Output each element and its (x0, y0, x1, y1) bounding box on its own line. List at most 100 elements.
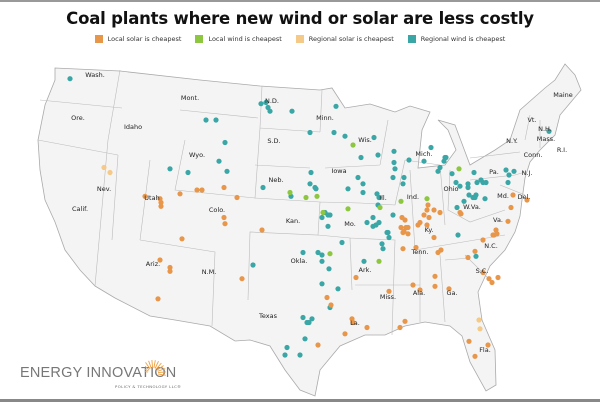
state-label: Ind. (406, 193, 420, 201)
coal-plant-marker (465, 181, 471, 187)
coal-plant-marker (375, 152, 381, 158)
coal-plant-marker (297, 352, 303, 358)
state-label: Neb. (268, 176, 284, 184)
state-label: N.Y. (506, 137, 518, 145)
coal-plant-marker (342, 133, 348, 139)
coal-plant-marker (493, 227, 499, 233)
coal-plant-marker (308, 169, 314, 176)
legend-label: Regional solar is cheapest (308, 35, 394, 43)
state-label: Mass. (536, 135, 556, 143)
coal-plant-marker (260, 184, 266, 191)
coal-plant-marker (432, 283, 438, 289)
coal-plant-marker (358, 154, 364, 161)
coal-plant-marker (486, 276, 492, 282)
coal-plant-marker (282, 352, 288, 358)
legend-label: Local solar is cheapest (107, 35, 182, 43)
coal-plant-marker (421, 158, 427, 164)
coal-plant-marker (417, 219, 423, 226)
coal-plant-marker (258, 101, 264, 107)
coal-plant-marker (477, 326, 483, 332)
coal-plant-marker (401, 228, 407, 234)
coal-plant-marker (402, 318, 408, 324)
coal-plant-marker (185, 169, 191, 176)
coal-plant-marker (472, 194, 478, 201)
coal-plant-marker (101, 164, 107, 171)
state-label: N.M. (201, 268, 217, 276)
legend-swatch (295, 35, 304, 43)
legend-item: Regional solar is cheapest (295, 35, 394, 43)
coal-plant-marker (503, 167, 509, 173)
coal-plant-marker (402, 217, 408, 223)
coal-plant-marker (454, 204, 460, 211)
coal-plant-marker (309, 316, 315, 322)
coal-plant-marker (473, 253, 479, 259)
coal-plant-marker (221, 214, 227, 221)
state-label: N.D. (265, 97, 279, 105)
state-label: Calif. (71, 205, 89, 213)
coal-plant-marker (224, 168, 230, 174)
coal-plant-marker (335, 286, 341, 292)
coal-plant-marker (355, 174, 361, 181)
coal-plant-marker (302, 336, 308, 342)
coal-plant-marker (313, 186, 319, 192)
state-label: Vt. (527, 116, 537, 124)
coal-plant-marker (437, 209, 443, 216)
coal-plant-marker (328, 302, 334, 308)
coal-plant-marker (511, 168, 517, 174)
coal-plant-marker (327, 212, 333, 218)
coal-plant-marker (510, 192, 516, 198)
coal-plant-marker (361, 258, 367, 264)
coal-plant-marker (315, 342, 321, 348)
state-label: Ore. (71, 114, 85, 122)
state-label: Ga. (446, 289, 458, 297)
coal-plant-marker (167, 166, 173, 172)
coal-plant-marker (324, 294, 330, 301)
coal-plant-marker (376, 194, 382, 201)
coal-plant-marker (485, 342, 491, 348)
coal-plant-marker (250, 262, 256, 268)
coal-plant-marker (158, 199, 164, 206)
us-outline (37, 63, 582, 397)
coal-plant-marker (431, 234, 437, 241)
state-label: Va. (493, 216, 503, 224)
coal-plant-marker (455, 232, 461, 238)
coal-plant-marker (287, 189, 293, 196)
coal-plant-marker (289, 108, 295, 114)
coal-plant-marker (333, 103, 339, 109)
coal-plant-marker (239, 276, 245, 282)
state-label: Mo. (344, 220, 356, 228)
bottom-border (0, 399, 600, 402)
coal-plant-marker (413, 244, 419, 251)
coal-plant-marker (466, 338, 472, 344)
logo-subtitle: POLICY & TECHNOLOGY LLC® (115, 384, 182, 389)
coal-plant-marker (410, 282, 416, 288)
coal-plant-marker (524, 197, 530, 203)
coal-plant-marker (263, 99, 269, 106)
state-label: Fla. (479, 346, 491, 354)
state-label: Idaho (123, 123, 143, 131)
map-title: Coal plants where new wind or solar are … (66, 9, 534, 28)
logo-name: ENERGY INNOVATION (20, 365, 177, 381)
coal-plant-marker (300, 249, 306, 256)
coal-plant-marker (345, 186, 351, 192)
state-label: Iowa (331, 167, 347, 175)
state-label: Ariz. (145, 260, 161, 268)
coal-plant-marker (267, 108, 273, 114)
coal-plant-marker (353, 274, 359, 281)
coal-plant-marker (453, 179, 459, 186)
coal-plant-marker (216, 158, 222, 164)
state-label: Ala. (412, 289, 426, 297)
coal-plant-marker (397, 324, 403, 331)
coal-plant-marker (466, 192, 472, 198)
state-label: Texas (259, 312, 277, 320)
coal-plant-marker (405, 224, 411, 231)
coal-plant-marker (432, 273, 438, 279)
coal-plant-marker (424, 207, 430, 213)
coal-plant-marker (480, 237, 486, 243)
state-label: S.C. (475, 267, 489, 275)
coal-plant-marker (234, 194, 240, 201)
coal-plant-marker (222, 221, 228, 227)
coal-plant-marker (371, 134, 377, 141)
coal-plant-marker (489, 279, 495, 286)
